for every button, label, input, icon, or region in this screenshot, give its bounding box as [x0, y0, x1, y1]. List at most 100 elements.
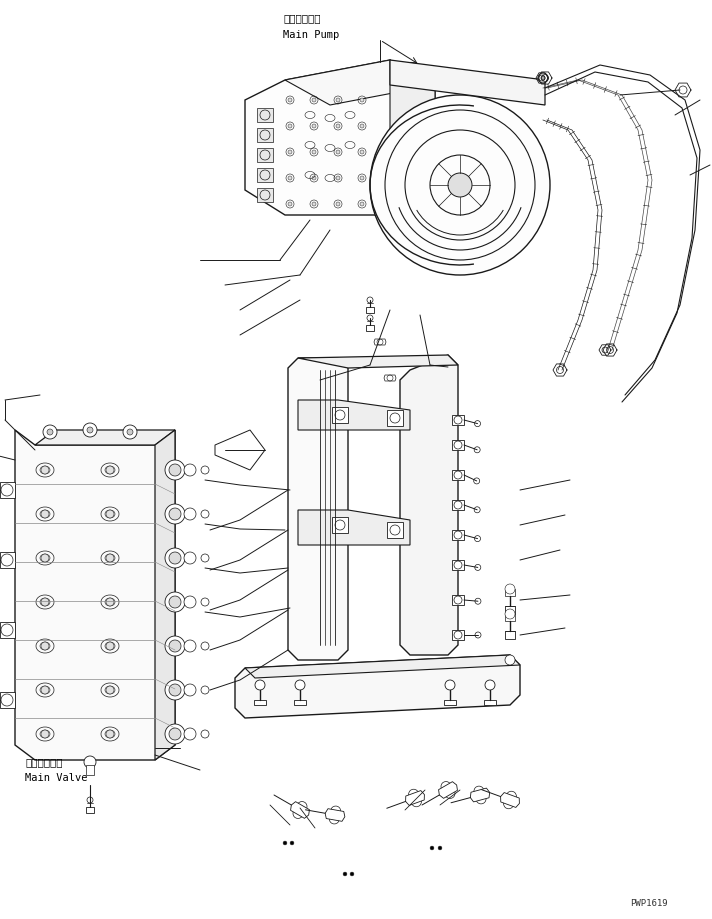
Circle shape: [43, 425, 57, 439]
Bar: [254, 700, 266, 705]
Text: Main Valve: Main Valve: [25, 773, 88, 783]
Polygon shape: [285, 60, 435, 105]
Bar: [452, 415, 464, 425]
Circle shape: [165, 680, 185, 700]
Bar: [0, 552, 15, 568]
Polygon shape: [374, 357, 386, 363]
Circle shape: [474, 786, 484, 796]
Circle shape: [87, 427, 93, 433]
Circle shape: [184, 464, 196, 476]
Circle shape: [336, 150, 340, 154]
Circle shape: [430, 846, 434, 850]
Bar: [257, 168, 273, 182]
Bar: [0, 482, 15, 498]
Bar: [444, 700, 456, 705]
Circle shape: [350, 872, 354, 876]
Circle shape: [106, 510, 114, 518]
Bar: [505, 614, 515, 621]
Polygon shape: [501, 792, 519, 808]
Circle shape: [476, 794, 486, 804]
Bar: [366, 307, 374, 313]
Bar: [452, 500, 464, 510]
Circle shape: [106, 554, 114, 562]
Polygon shape: [325, 809, 345, 822]
Circle shape: [169, 464, 181, 476]
Circle shape: [370, 95, 550, 275]
Circle shape: [297, 801, 307, 811]
Circle shape: [412, 797, 422, 807]
Circle shape: [445, 680, 455, 690]
Circle shape: [438, 846, 442, 850]
Polygon shape: [390, 60, 435, 215]
Circle shape: [475, 564, 481, 571]
Bar: [366, 325, 374, 331]
Bar: [452, 560, 464, 570]
Bar: [505, 606, 515, 614]
Circle shape: [445, 789, 455, 799]
Bar: [387, 410, 403, 426]
Circle shape: [169, 508, 181, 520]
Circle shape: [360, 98, 364, 102]
Circle shape: [184, 596, 196, 608]
Polygon shape: [245, 60, 435, 215]
Bar: [452, 440, 464, 450]
Bar: [257, 148, 273, 162]
Circle shape: [41, 510, 49, 518]
Circle shape: [474, 447, 480, 453]
Polygon shape: [406, 790, 424, 805]
Circle shape: [473, 478, 480, 484]
Circle shape: [474, 421, 481, 426]
Circle shape: [165, 592, 185, 612]
Bar: [86, 765, 94, 775]
Circle shape: [127, 429, 133, 435]
Circle shape: [84, 756, 96, 768]
Polygon shape: [288, 358, 348, 660]
Polygon shape: [400, 355, 458, 655]
Circle shape: [41, 686, 49, 694]
Text: PWP1619: PWP1619: [630, 900, 668, 909]
Circle shape: [343, 872, 347, 876]
Circle shape: [123, 425, 137, 439]
Circle shape: [41, 466, 49, 474]
Circle shape: [41, 730, 49, 738]
Circle shape: [47, 429, 53, 435]
Bar: [484, 700, 496, 705]
Polygon shape: [245, 655, 520, 678]
Circle shape: [312, 202, 316, 206]
Circle shape: [312, 176, 316, 180]
Bar: [86, 807, 94, 813]
Polygon shape: [298, 510, 410, 545]
Circle shape: [169, 640, 181, 652]
Bar: [387, 522, 403, 538]
Circle shape: [106, 730, 114, 738]
Circle shape: [184, 508, 196, 520]
Circle shape: [485, 680, 495, 690]
Polygon shape: [155, 430, 175, 760]
Bar: [0, 622, 15, 638]
Circle shape: [474, 506, 480, 513]
Circle shape: [184, 640, 196, 652]
Circle shape: [283, 841, 287, 845]
Circle shape: [295, 680, 305, 690]
Circle shape: [165, 460, 185, 480]
Circle shape: [288, 202, 292, 206]
Circle shape: [360, 176, 364, 180]
Circle shape: [106, 598, 114, 606]
Circle shape: [475, 632, 481, 638]
Bar: [332, 517, 348, 533]
Circle shape: [184, 552, 196, 564]
Circle shape: [360, 150, 364, 154]
Polygon shape: [390, 60, 545, 105]
Circle shape: [475, 598, 481, 604]
Polygon shape: [290, 801, 310, 818]
Circle shape: [336, 98, 340, 102]
Circle shape: [330, 814, 340, 824]
Circle shape: [41, 554, 49, 562]
Circle shape: [184, 728, 196, 740]
Circle shape: [87, 797, 93, 803]
Polygon shape: [35, 430, 175, 445]
Circle shape: [312, 124, 316, 128]
Circle shape: [165, 504, 185, 524]
Circle shape: [336, 176, 340, 180]
Circle shape: [312, 98, 316, 102]
